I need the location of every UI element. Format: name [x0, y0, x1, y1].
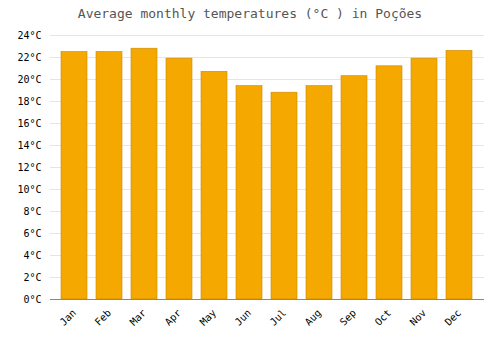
svg-text:18°C: 18°C [17, 96, 41, 107]
svg-text:Oct: Oct [373, 307, 394, 328]
svg-text:14°C: 14°C [17, 140, 41, 151]
svg-text:24°C: 24°C [17, 30, 41, 41]
svg-text:20°C: 20°C [17, 74, 41, 85]
svg-text:Sep: Sep [338, 307, 359, 328]
svg-text:12°C: 12°C [17, 162, 41, 173]
svg-text:16°C: 16°C [17, 118, 41, 129]
svg-text:22°C: 22°C [17, 52, 41, 63]
svg-text:Aug: Aug [303, 307, 324, 328]
svg-text:Jul: Jul [268, 307, 289, 328]
svg-text:Jan: Jan [58, 307, 79, 328]
svg-text:Dec: Dec [443, 307, 464, 328]
svg-text:0°C: 0°C [23, 294, 41, 305]
svg-text:Jun: Jun [233, 307, 254, 328]
svg-text:4°C: 4°C [23, 250, 41, 261]
svg-text:Nov: Nov [408, 307, 429, 328]
html-text:Average monthly temperatures (: Average monthly temperatures (°C ) in Po… [77, 6, 423, 21]
svg-text:May: May [198, 307, 219, 328]
svg-text:Apr: Apr [163, 307, 184, 328]
svg-text:6°C: 6°C [23, 228, 41, 239]
svg-text:Mar: Mar [128, 307, 149, 328]
svg-text:10°C: 10°C [17, 184, 41, 195]
svg-text:Feb: Feb [93, 307, 114, 328]
svg-text:2°C: 2°C [23, 272, 41, 283]
svg-text:8°C: 8°C [23, 206, 41, 217]
